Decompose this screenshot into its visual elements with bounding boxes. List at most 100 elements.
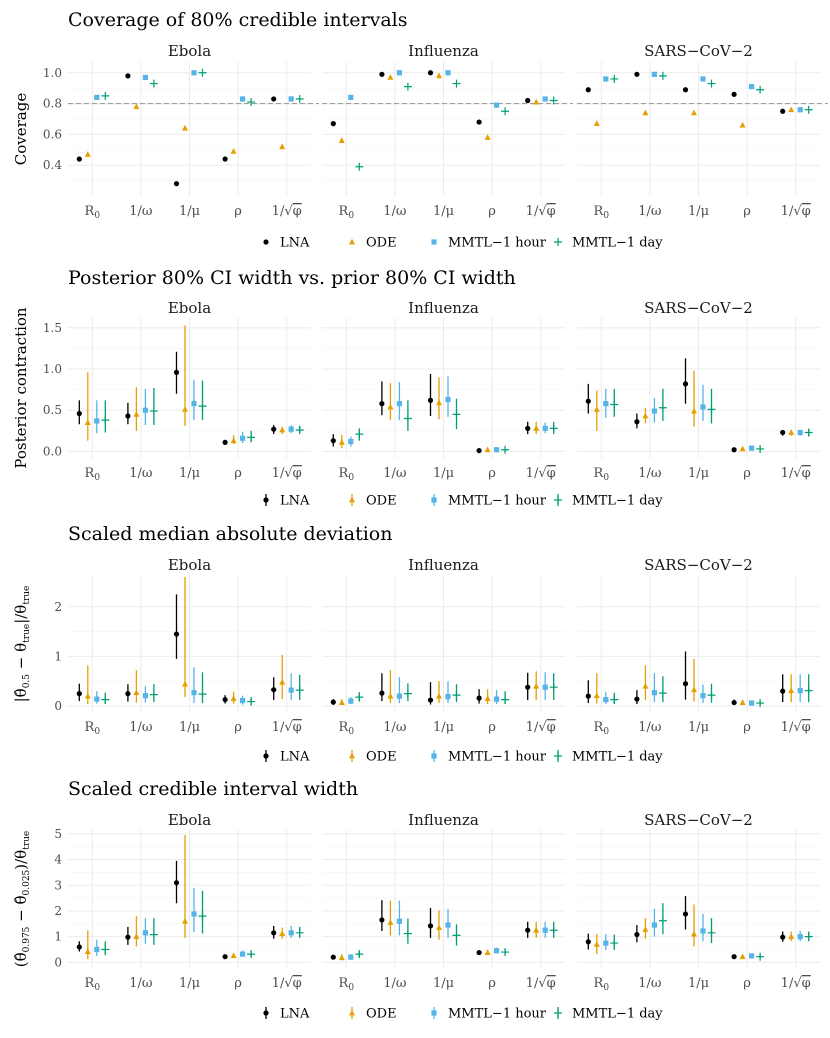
point-ode [691, 686, 697, 693]
point-mmtl-1-day [658, 689, 667, 698]
legend-label-ode: ODE [366, 236, 397, 251]
point-ode [230, 437, 237, 444]
point-mmtl-1-hour [94, 946, 100, 953]
y-tick-label: 0.8 [43, 97, 62, 111]
point-ode [133, 103, 140, 110]
point-mmtl-1-day [198, 690, 207, 699]
point-mmtl-1-hour [142, 407, 148, 413]
point-mmtl-1-hour [191, 401, 197, 407]
x-tick-label: ρ [743, 976, 751, 991]
point-mmtl-1-day [295, 928, 304, 937]
point-ode [84, 948, 91, 954]
point-mmtl-1-day [295, 686, 304, 695]
point-mmtl-1-hour [603, 940, 609, 946]
point-ode [533, 98, 540, 105]
point-lna [476, 447, 482, 454]
point-mmtl-1-hour [797, 429, 803, 436]
point-ode [338, 439, 345, 445]
point-mmtl-1-hour [94, 696, 100, 702]
point-lna [780, 108, 786, 114]
point-mmtl-1-day [355, 950, 364, 959]
point-ode [338, 137, 345, 143]
point-mmtl-1-hour [700, 928, 706, 934]
point-ode [593, 941, 600, 947]
x-tick-label: R0 [85, 466, 101, 483]
point-mmtl-1-hour [749, 953, 755, 959]
y-axis-label: |θ̂0.5 − θtrue|/θtrue [12, 586, 32, 703]
point-mmtl-1-day [295, 94, 304, 103]
legend-key-mmtl-1-hour [431, 753, 437, 759]
point-mmtl-1-day [610, 400, 619, 409]
x-tick-label: R0 [85, 976, 101, 993]
point-mmtl-1-hour [348, 954, 354, 960]
point-ode [436, 924, 442, 931]
facet-strip-label: SARS−CoV−2 [644, 42, 753, 60]
point-ode [642, 109, 649, 116]
point-mmtl-1-hour [749, 700, 755, 706]
point-ode [338, 699, 345, 705]
point-lna [682, 681, 689, 687]
point-lna [271, 426, 277, 432]
x-tick-label: 1/ω [638, 466, 661, 481]
point-mmtl-1-hour [348, 698, 354, 704]
point-ode [788, 687, 795, 694]
point-mmtl-1-hour [396, 693, 402, 699]
point-mmtl-1-hour [191, 911, 197, 917]
y-axis-label: (θ̂0.975 − θ̂0.025)/θtrue [12, 831, 32, 968]
x-tick-label: 1/ω [638, 204, 661, 219]
point-ode [739, 445, 746, 452]
facet-ebola: Ebola 0 1 2 R0 1/ω 1/μ ρ 1/√φ [54, 556, 311, 737]
x-tick-label: 1/ω [383, 976, 406, 991]
legend-label-mmtl-1-day: MMTL−1 day [572, 236, 663, 251]
x-tick-label: 1/μ [433, 466, 454, 481]
point-lna [634, 931, 640, 938]
point-mmtl-1-hour [445, 70, 451, 76]
point-mmtl-1-hour [348, 94, 354, 101]
point-mmtl-1-day [756, 699, 765, 708]
x-tick-label: 1/μ [179, 976, 200, 991]
x-tick-label: ρ [234, 720, 242, 735]
facet-sars-cov-2: SARS−CoV−2 R0 1/ω 1/μ ρ 1/√φ [577, 556, 820, 737]
point-ode [484, 949, 491, 955]
x-tick-label: R0 [594, 466, 610, 483]
x-tick-label: ρ [488, 720, 496, 735]
point-mmtl-1-day [501, 948, 510, 957]
point-ode [593, 692, 600, 699]
x-tick-label: ρ [743, 204, 751, 219]
point-lna [379, 917, 385, 923]
point-lna [330, 121, 336, 127]
point-mmtl-1-day [403, 414, 412, 423]
point-ode [182, 917, 188, 924]
point-mmtl-1-day [452, 691, 461, 700]
facet-strip-label: Influenza [408, 299, 479, 317]
point-mmtl-1-hour [542, 96, 548, 102]
x-tick-label: 1/ω [383, 720, 406, 735]
point-mmtl-1-day [149, 930, 158, 939]
y-tick-label: 1.0 [43, 66, 62, 80]
panel-title: Coverage of 80% credible intervals [68, 9, 408, 31]
legend-key-mmtl-1-day [554, 238, 562, 246]
legend-key-lna [263, 497, 269, 503]
point-mmtl-1-day [804, 105, 813, 114]
facet-strip-label: Influenza [408, 556, 479, 574]
legend-key-mmtl-1-hour [431, 1010, 437, 1016]
point-mmtl-1-day [501, 107, 510, 116]
x-tick-label: ρ [488, 204, 496, 219]
x-tick-label: 1/ω [638, 720, 661, 735]
facet-influenza: Influenza R0 1/ω 1/μ ρ 1/√φ [322, 299, 565, 483]
point-mmtl-1-day [707, 405, 716, 414]
facet-strip-label: SARS−CoV−2 [644, 556, 753, 574]
panel-title: Scaled median absolute deviation [68, 523, 392, 545]
point-mmtl-1-day [658, 403, 667, 412]
facet-influenza: Influenza R0 1/ω 1/μ ρ 1/√φ [322, 556, 565, 737]
point-ode [84, 692, 91, 699]
point-mmtl-1-hour [494, 696, 500, 702]
point-lna [634, 71, 640, 77]
point-ode [182, 680, 188, 687]
point-mmtl-1-day [101, 91, 110, 100]
point-mmtl-1-day [549, 926, 558, 935]
legend-label-mmtl-1-hour: MMTL−1 hour [448, 750, 547, 765]
point-ode [533, 682, 540, 689]
point-lna [271, 96, 277, 102]
point-ode [739, 121, 746, 128]
